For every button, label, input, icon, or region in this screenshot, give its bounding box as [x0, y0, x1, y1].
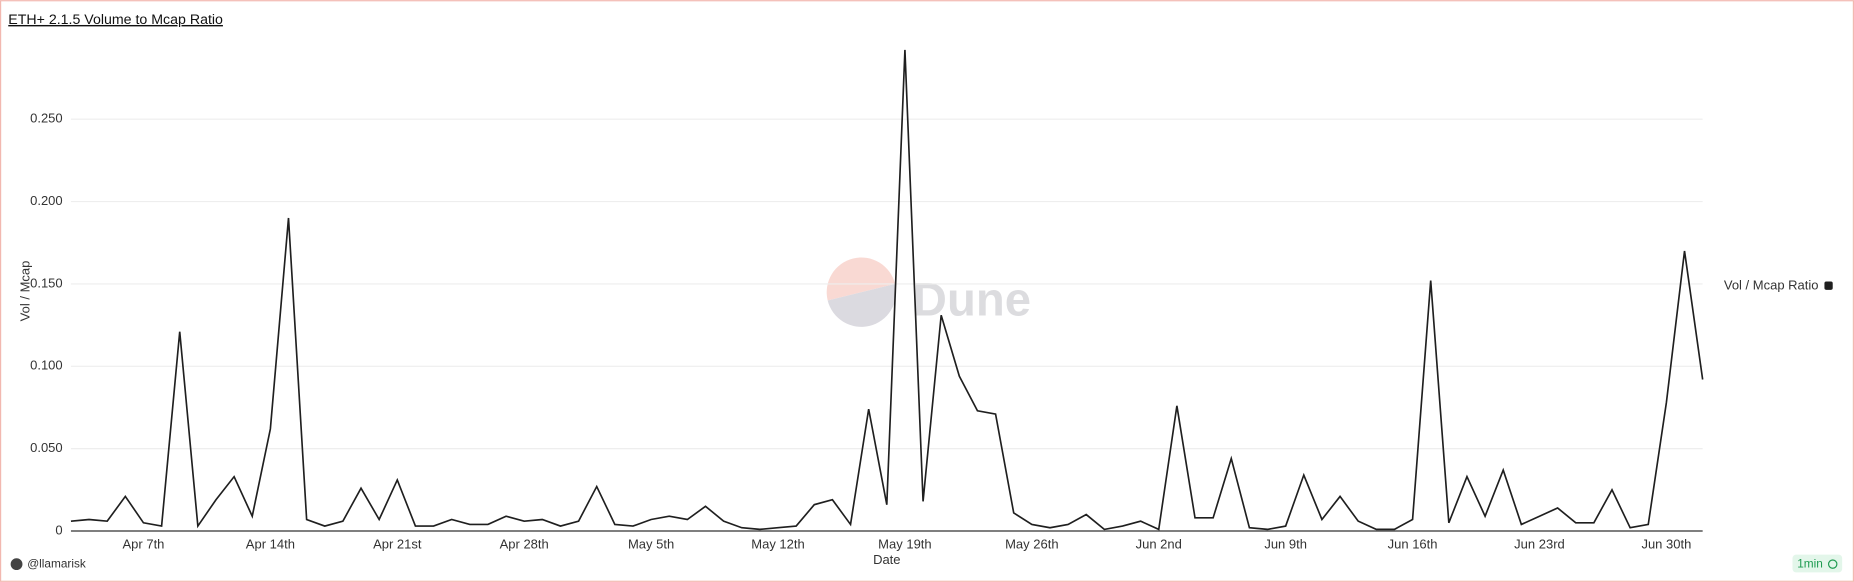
- legend-label: Vol / Mcap Ratio: [1724, 278, 1819, 293]
- x-tick-label: Jun 2nd: [1136, 537, 1182, 552]
- x-tick-label: Apr 21st: [373, 537, 422, 552]
- y-tick-label: 0.200: [30, 193, 63, 208]
- watermark: Dune: [826, 257, 1031, 327]
- y-tick-label: 0.150: [30, 275, 63, 290]
- author[interactable]: @llamarisk: [27, 556, 86, 570]
- avatar: [10, 558, 23, 571]
- x-tick-label: Apr 14th: [246, 537, 295, 552]
- x-axis-label: Date: [873, 552, 900, 567]
- x-tick-label: May 12th: [751, 537, 804, 552]
- y-tick-label: 0.050: [30, 440, 63, 455]
- refresh-text: 1min: [1797, 556, 1823, 570]
- x-tick-label: Apr 28th: [500, 537, 549, 552]
- x-tick-label: Jun 23rd: [1514, 537, 1565, 552]
- x-tick-label: May 5th: [628, 537, 674, 552]
- x-tick-label: Jun 30th: [1641, 537, 1691, 552]
- y-tick-label: 0: [55, 522, 62, 537]
- x-tick-label: May 26th: [1005, 537, 1058, 552]
- x-tick-label: Apr 7th: [123, 537, 165, 552]
- y-axis-label: Vol / Mcap: [17, 261, 32, 322]
- watermark-text: Dune: [913, 273, 1031, 326]
- y-tick-label: 0.100: [30, 358, 63, 373]
- line: [70, 49, 1704, 531]
- chart-title[interactable]: ETH+ 2.1.5 Volume to Mcap Ratio: [8, 12, 223, 28]
- legend-swatch: [1824, 281, 1833, 290]
- refresh-badge[interactable]: [1792, 554, 1843, 573]
- y-tick-label: 0.250: [30, 111, 63, 126]
- x-tick-label: May 19th: [878, 537, 931, 552]
- x-tick-label: Jun 16th: [1388, 537, 1438, 552]
- x-tick-label: Jun 9th: [1264, 537, 1307, 552]
- refresh-icon: [1827, 559, 1838, 569]
